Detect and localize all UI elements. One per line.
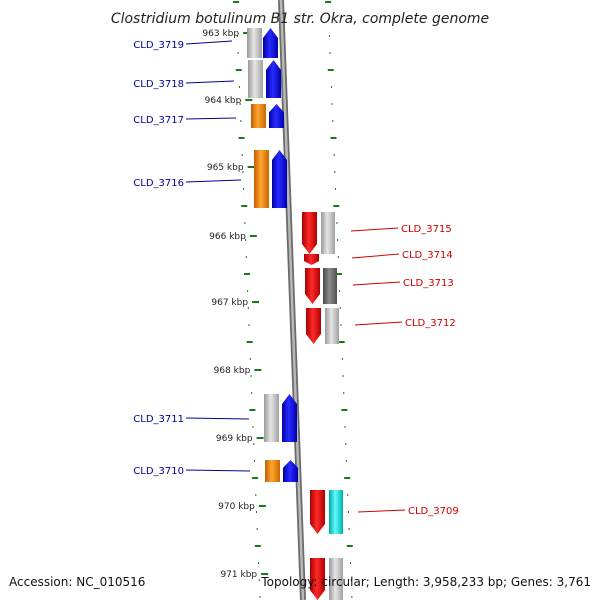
- gene-label-right[interactable]: CLD_3715: [401, 224, 452, 235]
- gene-block: [329, 490, 343, 534]
- leader-line: [357, 509, 406, 513]
- gene-block: [254, 150, 269, 208]
- kbp-label: 970 kbp: [218, 502, 255, 512]
- gene-labels: CLD_3719 CLD_3718 CLD_3717 CLD_3716 CLD_3711…: [133, 40, 458, 517]
- gene-block: [247, 28, 262, 58]
- leader-line: [185, 417, 250, 420]
- gene-arrow-forward: [269, 104, 284, 128]
- gene-arrow-reverse: [304, 254, 319, 265]
- leader-line: [185, 117, 237, 120]
- gene-arrow-forward: [282, 394, 297, 442]
- gene-arrow-reverse: [305, 268, 320, 304]
- gene-features: [247, 28, 343, 600]
- kbp-scale: 963 kbp 964 kbp 965 kbp 966 kbp 967 kbp 968 k…: [202, 29, 269, 580]
- kbp-label: 963 kbp: [202, 29, 239, 39]
- gene-label-left[interactable]: CLD_3719: [133, 40, 184, 51]
- leader-line: [185, 80, 235, 84]
- gene-arrow-forward: [263, 28, 278, 58]
- right-tick-track: [325, 1, 353, 598]
- gene-label-left[interactable]: CLD_3717: [133, 115, 184, 126]
- accession-text: Accession: NC_010516: [9, 575, 145, 589]
- genome-backbone: [278, 0, 306, 600]
- gene-arrow-reverse: [310, 558, 325, 600]
- gene-label-right[interactable]: CLD_3712: [405, 318, 456, 329]
- topology-text: Topology: circular; Length: 3,958,233 bp…: [260, 575, 591, 589]
- gene-block: [251, 104, 266, 128]
- gene-label-right[interactable]: CLD_3713: [403, 278, 454, 289]
- kbp-label: 968 kbp: [214, 366, 251, 376]
- gene-block: [265, 460, 280, 482]
- gene-block: [329, 558, 343, 600]
- gene-arrow-reverse: [302, 212, 317, 254]
- kbp-label: 965 kbp: [207, 163, 244, 173]
- leader-line: [185, 179, 242, 183]
- page-title: Clostridium botulinum B1 str. Okra, comp…: [111, 11, 489, 27]
- gene-arrow-forward: [272, 150, 287, 208]
- gene-arrow-forward: [266, 60, 281, 98]
- kbp-label: 967 kbp: [211, 298, 248, 308]
- leader-line: [185, 40, 233, 45]
- leader-line: [351, 253, 400, 259]
- gene-block: [248, 60, 263, 98]
- gene-arrow-forward: [283, 460, 298, 482]
- gene-arrow-reverse: [310, 490, 325, 534]
- gene-block: [264, 394, 279, 442]
- kbp-label: 966 kbp: [209, 232, 246, 242]
- gene-label-right[interactable]: CLD_3709: [408, 506, 459, 517]
- gene-arrow-reverse: [306, 308, 321, 344]
- gene-label-left[interactable]: CLD_3716: [133, 178, 184, 189]
- gene-block: [321, 212, 335, 254]
- leader-line: [350, 227, 399, 232]
- left-tick-track: [233, 1, 261, 598]
- leader-line: [352, 281, 401, 286]
- kbp-label: 971 kbp: [220, 570, 257, 580]
- kbp-label: 969 kbp: [216, 434, 253, 444]
- leader-line: [185, 469, 251, 472]
- leader-line: [354, 321, 403, 326]
- gene-label-left[interactable]: CLD_3711: [133, 414, 184, 425]
- gene-label-left[interactable]: CLD_3710: [133, 466, 184, 477]
- gene-label-right[interactable]: CLD_3714: [402, 250, 453, 261]
- gene-block: [325, 308, 339, 344]
- gene-block: [323, 268, 337, 304]
- gene-label-left[interactable]: CLD_3718: [133, 79, 184, 90]
- kbp-label: 964 kbp: [205, 96, 242, 106]
